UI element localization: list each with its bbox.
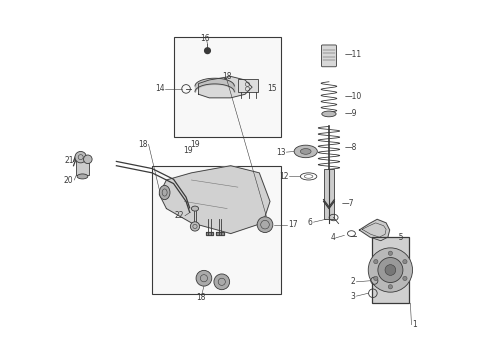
Text: 3: 3	[351, 292, 356, 301]
Bar	[238, 79, 258, 93]
Circle shape	[190, 222, 199, 231]
Circle shape	[374, 260, 378, 264]
Polygon shape	[159, 166, 270, 234]
Polygon shape	[206, 232, 213, 235]
Text: —11: —11	[344, 50, 362, 59]
Text: 4: 4	[330, 233, 335, 242]
Circle shape	[374, 276, 378, 280]
Text: —5: —5	[392, 233, 404, 242]
Text: 18: 18	[222, 72, 232, 81]
Text: 2: 2	[351, 277, 356, 286]
Ellipse shape	[322, 111, 336, 117]
Circle shape	[378, 257, 403, 283]
Circle shape	[403, 260, 407, 264]
Circle shape	[368, 248, 413, 292]
Circle shape	[214, 274, 230, 290]
Ellipse shape	[192, 206, 198, 211]
Bar	[173, 37, 281, 137]
Bar	[152, 166, 281, 294]
Text: 6: 6	[308, 218, 313, 227]
Text: 19: 19	[183, 146, 193, 155]
Text: 20: 20	[64, 176, 74, 185]
Circle shape	[75, 152, 86, 163]
Text: 19: 19	[190, 140, 200, 149]
Text: 1: 1	[412, 320, 417, 329]
Text: 17: 17	[288, 220, 297, 229]
Text: 22: 22	[175, 211, 184, 220]
Circle shape	[388, 285, 392, 289]
Text: 18: 18	[138, 140, 148, 149]
Text: —7: —7	[342, 199, 354, 208]
Text: 12: 12	[279, 172, 289, 181]
Text: 14: 14	[155, 84, 165, 93]
Text: 13: 13	[276, 148, 286, 157]
Circle shape	[388, 251, 392, 255]
Circle shape	[196, 270, 212, 286]
Bar	[76, 157, 89, 175]
Polygon shape	[217, 232, 223, 235]
Circle shape	[83, 155, 92, 163]
Circle shape	[257, 217, 273, 233]
Polygon shape	[359, 219, 390, 241]
Circle shape	[403, 276, 407, 280]
Text: —8: —8	[344, 143, 357, 152]
Text: —10: —10	[344, 92, 362, 101]
Ellipse shape	[300, 149, 311, 154]
Text: —9: —9	[344, 109, 357, 118]
Circle shape	[205, 48, 210, 54]
Text: 15: 15	[267, 84, 277, 93]
Bar	[323, 169, 334, 219]
Bar	[372, 237, 409, 303]
FancyBboxPatch shape	[321, 45, 337, 67]
Ellipse shape	[77, 174, 88, 179]
Text: 18: 18	[196, 293, 206, 302]
Text: 21: 21	[64, 156, 74, 165]
Circle shape	[385, 265, 396, 275]
Polygon shape	[198, 76, 252, 98]
Ellipse shape	[294, 145, 318, 158]
Ellipse shape	[159, 185, 170, 200]
Text: 16: 16	[200, 35, 210, 44]
